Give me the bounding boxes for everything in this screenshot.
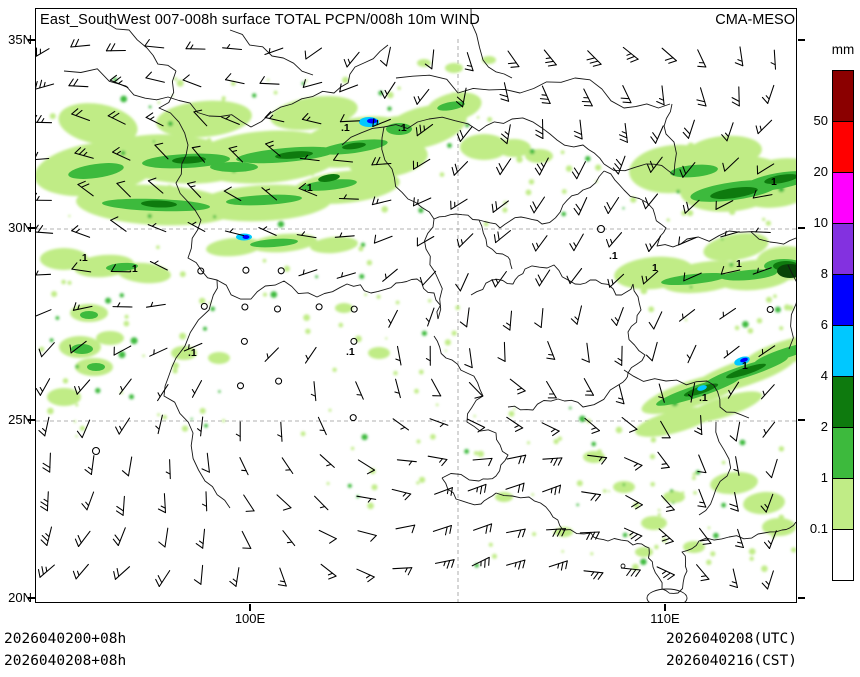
- calm-wind-circle: [273, 305, 282, 313]
- footer-valid-time-cst: 2026040216(CST): [666, 653, 797, 669]
- tick-mark: [798, 39, 805, 41]
- colorbar-segment: [832, 274, 854, 326]
- contour-label: .1: [699, 392, 708, 404]
- colorbar-tick-label: 20: [813, 164, 828, 179]
- calm-wind-circle: [349, 414, 357, 422]
- model-label: CMA-MESO: [715, 12, 795, 28]
- contour-label: 1: [652, 262, 658, 274]
- footer-init-time: 2026040200+08h: [4, 631, 127, 647]
- contour-label: 1: [742, 360, 748, 372]
- lat-label-20n: 20N: [8, 590, 32, 605]
- contour-label: .1: [346, 346, 355, 358]
- map-frame: .1 .1 .1 .1 .1 .1 .1 .1 1 1 1 .1 1: [35, 8, 797, 603]
- colorbar-segment: [832, 478, 854, 530]
- colorbar-segment: [832, 427, 854, 479]
- colorbar-tick-label: 0.1: [809, 521, 828, 536]
- tick-mark: [28, 419, 35, 421]
- colorbar-segment: [832, 376, 854, 428]
- colorbar-segment: [832, 223, 854, 275]
- calm-wind-circle: [200, 302, 208, 310]
- colorbar-segment: [832, 529, 854, 581]
- lat-label-35n: 35N: [8, 32, 32, 47]
- footer-valid-time-utc: 2026040208(UTC): [666, 631, 797, 647]
- tick-mark: [798, 597, 805, 599]
- map-title: East_SouthWest 007-008h surface TOTAL PC…: [40, 12, 480, 28]
- colorbar-segment: [832, 172, 854, 224]
- calm-wind-circle: [275, 377, 283, 385]
- hainan-island-outline: [646, 588, 688, 602]
- map-canvas: .1 .1 .1 .1 .1 .1 .1 .1 1 1 1 .1 1: [36, 9, 796, 602]
- tick-mark: [798, 227, 805, 229]
- wind-barbs-layer: [36, 38, 778, 590]
- contour-label: .1: [398, 122, 407, 134]
- colorbar-tick-label: 1: [820, 470, 828, 485]
- contour-label: .1: [609, 250, 618, 262]
- contour-label: .1: [79, 252, 88, 264]
- calm-wind-circle: [315, 303, 323, 311]
- province-boundaries-layer: [63, 9, 796, 602]
- colorbar-segment: [832, 121, 854, 173]
- tick-mark: [28, 227, 35, 229]
- calm-wind-circle: [240, 337, 248, 345]
- colorbar-segment: [832, 325, 854, 377]
- contour-label: .1: [129, 263, 138, 275]
- calm-wind-circle: [766, 305, 774, 314]
- calm-wind-circle: [241, 303, 249, 311]
- tick-mark: [28, 597, 35, 599]
- contour-labels-layer: .1 .1 .1 .1 .1 .1 .1 .1 1 1 1 .1 1: [79, 122, 777, 404]
- tick-mark: [249, 604, 251, 611]
- calm-wind-circle: [242, 266, 250, 274]
- colorbar-tick-label: 6: [820, 317, 828, 332]
- contour-label: 1: [771, 176, 777, 188]
- calm-wind-circle: [277, 267, 285, 275]
- colorbar-tick-label: 2: [820, 419, 828, 434]
- colorbar-segment: [832, 70, 854, 122]
- contour-label: 1: [736, 258, 742, 270]
- tick-mark: [798, 419, 805, 421]
- tick-mark: [28, 39, 35, 41]
- footer-valid-time: 2026040208+08h: [4, 653, 127, 669]
- calm-wind-circle: [350, 305, 358, 313]
- small-island-outline: [620, 563, 626, 569]
- contour-label: .1: [304, 182, 313, 194]
- precip-heavy-layer: [68, 101, 796, 406]
- colorbar: 50 20 10 8 6 4 2 1 0.1: [798, 70, 858, 584]
- contour-label: .1: [341, 122, 350, 134]
- lon-label-100e: 100E: [234, 611, 266, 626]
- colorbar-tick-label: 8: [820, 266, 828, 281]
- contour-label: .1: [188, 347, 197, 359]
- colorbar-unit-label: mm: [831, 42, 855, 57]
- lat-label-25n: 25N: [8, 412, 32, 427]
- tick-mark: [664, 604, 666, 611]
- calm-wind-circle: [596, 224, 606, 234]
- calm-wind-circle: [91, 446, 101, 456]
- lat-label-30n: 30N: [8, 220, 32, 235]
- colorbar-tick-label: 10: [813, 215, 828, 230]
- colorbar-tick-label: 4: [820, 368, 828, 383]
- lon-label-110e: 110E: [650, 611, 680, 626]
- colorbar-tick-label: 50: [813, 113, 828, 128]
- calm-wind-circle: [236, 382, 245, 390]
- calm-wind-circle: [350, 337, 358, 345]
- calm-wind-circle: [197, 267, 205, 275]
